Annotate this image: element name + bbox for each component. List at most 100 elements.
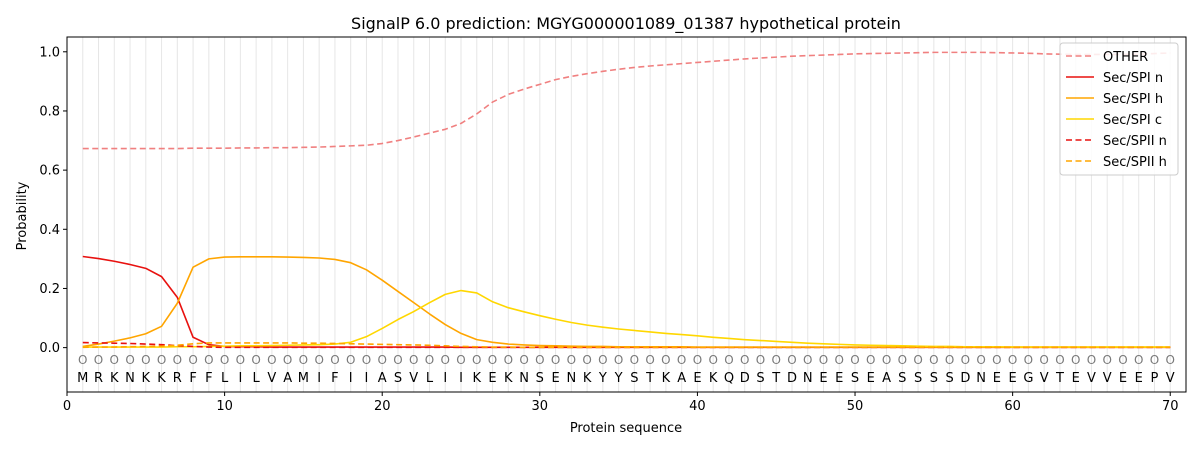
prediction-label: O <box>1024 353 1033 367</box>
sequence-letter: E <box>1009 371 1017 386</box>
sequence-letter: I <box>443 371 447 386</box>
sequence-letter: E <box>993 371 1001 386</box>
sequence-letter: S <box>851 371 859 386</box>
prediction-label: O <box>677 353 686 367</box>
series-line <box>82 51 1171 150</box>
sequence-letter: S <box>630 371 638 386</box>
sequence-letter: S <box>756 371 764 386</box>
sequence-letter: K <box>157 371 166 386</box>
prediction-label: O <box>740 353 749 367</box>
prediction-label: O <box>504 353 513 367</box>
sequence-letter: I <box>365 371 369 386</box>
sequence-letter: K <box>504 371 513 386</box>
series-line <box>82 255 1171 349</box>
sequence-letter: K <box>110 371 119 386</box>
sequence-letter: V <box>1087 371 1096 386</box>
x-tick-label: 50 <box>847 399 864 414</box>
prediction-label: O <box>157 353 166 367</box>
sequence-letter: I <box>459 371 463 386</box>
sequence-letter: E <box>551 371 559 386</box>
prediction-label: O <box>314 353 323 367</box>
sequence-letter: R <box>94 371 103 386</box>
y-axis-label: Probability <box>15 181 30 250</box>
sequence-letter: A <box>378 371 387 386</box>
y-tick-label: 0.0 <box>39 341 60 356</box>
prediction-label: O <box>425 353 434 367</box>
sequence-letter: L <box>221 371 229 386</box>
prediction-label: O <box>519 353 528 367</box>
sequence-letter: P <box>1151 371 1159 386</box>
sequence-letter: E <box>867 371 875 386</box>
legend-label: Sec/SPII h <box>1103 155 1167 170</box>
sequence-letter: Y <box>614 371 623 386</box>
legend-box <box>1059 42 1179 176</box>
prediction-label: O <box>1118 353 1127 367</box>
prediction-label: O <box>78 353 87 367</box>
x-tick-label: 40 <box>689 399 706 414</box>
prediction-label: O <box>173 353 182 367</box>
prediction-label: O <box>1150 353 1159 367</box>
prediction-label: O <box>582 353 591 367</box>
sequence-letter: D <box>740 371 750 386</box>
sequence-letter: E <box>693 371 701 386</box>
prediction-label: O <box>456 353 465 367</box>
sequence-letter: L <box>253 371 261 386</box>
prediction-label: O <box>251 353 260 367</box>
plot-frame <box>66 36 1187 393</box>
sequence-letter: I <box>349 371 353 386</box>
sequence-letter: V <box>1103 371 1112 386</box>
prediction-label: O <box>1166 353 1175 367</box>
prediction-label: O <box>645 353 654 367</box>
sequence-letter: N <box>125 371 135 386</box>
prediction-label: O <box>882 353 891 367</box>
prediction-label: O <box>992 353 1001 367</box>
sequence-letter: L <box>426 371 434 386</box>
prediction-label: O <box>976 353 985 367</box>
prediction-label: O <box>409 353 418 367</box>
prediction-label: O <box>267 353 276 367</box>
sequence-letter: M <box>77 371 88 386</box>
prediction-label: O <box>125 353 134 367</box>
prediction-label: O <box>283 353 292 367</box>
sequence-letter: T <box>645 371 654 386</box>
sequence-letter: S <box>945 371 953 386</box>
prediction-label: O <box>1039 353 1048 367</box>
sequence-letter: S <box>898 371 906 386</box>
x-tick-label: 30 <box>532 399 549 414</box>
sequence-letter: S <box>394 371 402 386</box>
sequence-letter: A <box>882 371 891 386</box>
sequence-letter: D <box>787 371 797 386</box>
sequence-letter: E <box>1119 371 1127 386</box>
sequence-letter: E <box>835 371 843 386</box>
sequence-letter: S <box>914 371 922 386</box>
prediction-label: O <box>236 353 245 367</box>
series-lines <box>82 51 1171 349</box>
prediction-label: O <box>929 353 938 367</box>
prediction-label: O <box>787 353 796 367</box>
prediction-label: O <box>393 353 402 367</box>
sequence-letter: A <box>283 371 292 386</box>
prediction-label: O <box>299 353 308 367</box>
prediction-label: O <box>803 353 812 367</box>
prediction-label: O <box>630 353 639 367</box>
prediction-label: O <box>346 353 355 367</box>
prediction-label: O <box>614 353 623 367</box>
sequence-letter: M <box>298 371 309 386</box>
grid-lines <box>82 37 1171 392</box>
sequence-letter: G <box>1023 371 1033 386</box>
legend-label: Sec/SPI h <box>1103 92 1163 107</box>
sequence-letter: N <box>976 371 986 386</box>
sequence-letter: E <box>1072 371 1080 386</box>
sequence-letter: E <box>819 371 827 386</box>
legend-label: OTHER <box>1103 50 1148 65</box>
x-tick-label: 10 <box>216 399 233 414</box>
sequence-letter: E <box>488 371 496 386</box>
prediction-label: O <box>472 353 481 367</box>
y-tick-label: 1.0 <box>39 45 60 60</box>
x-axis-label: Protein sequence <box>570 421 682 436</box>
prediction-label: O <box>535 353 544 367</box>
prediction-label: O <box>724 353 733 367</box>
sequence-letter: I <box>317 371 321 386</box>
prediction-label: O <box>1102 353 1111 367</box>
